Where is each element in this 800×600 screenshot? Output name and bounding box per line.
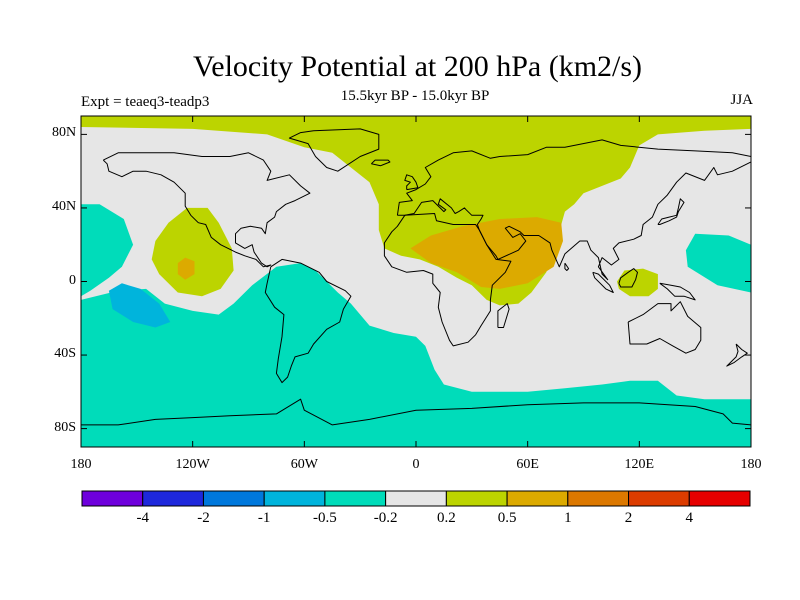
coastline-africa xyxy=(383,213,512,347)
label-bar-bin xyxy=(445,490,508,507)
lon-tick-label: 180 xyxy=(740,457,762,472)
experiment-label: Expt = teaeq3-teadp3 xyxy=(81,94,210,110)
coastline-south-america xyxy=(264,258,352,384)
plot-title: Velocity Potential at 200 hPa (km2/s) xyxy=(192,50,643,83)
contour-region-southern-negative xyxy=(81,263,751,447)
coastline-eurasia xyxy=(396,139,751,281)
contour-region-central-pacific-minimum xyxy=(108,283,171,328)
lon-tick-label: 180 xyxy=(70,457,92,472)
contour-region-eastern-pacific-positive xyxy=(151,207,234,297)
contour-region-eastern-pacific-core xyxy=(177,257,195,280)
coastline-new-zealand xyxy=(726,343,748,367)
lat-tick-label: 40N xyxy=(52,198,77,214)
label-bar-label: -1 xyxy=(257,510,271,526)
coastline-antarctica xyxy=(81,398,751,426)
label-bar-bin xyxy=(142,490,204,507)
lat-tick-label: 0 xyxy=(69,272,76,288)
label-bar-bin xyxy=(81,490,144,507)
label-bar-bin xyxy=(567,490,630,507)
lon-tick-label: 60E xyxy=(516,457,539,472)
label-bar-label: -2 xyxy=(197,510,210,526)
season-label: JJA xyxy=(730,92,753,108)
label-bar-bin xyxy=(202,490,265,507)
coastline-borneo xyxy=(618,268,638,288)
label-bar-label: 0.2 xyxy=(436,510,456,526)
coastline-new-guinea xyxy=(659,282,696,301)
plot-subtitle: 15.5kyr BP - 15.0kyr BP xyxy=(340,88,490,104)
lat-tick-label: 80N xyxy=(52,125,77,141)
label-bar-label: 1 xyxy=(564,510,572,526)
lon-tick-label: 120W xyxy=(175,457,210,472)
coastline-madagascar xyxy=(497,303,510,328)
label-bar-bin xyxy=(506,490,569,507)
lon-tick-label: 0 xyxy=(412,457,420,472)
label-bar-label: 0.5 xyxy=(497,510,517,526)
label-bar-bin xyxy=(628,490,690,507)
label-bar-label: 4 xyxy=(685,510,694,526)
contour-region-maritime-continent-positive xyxy=(617,268,658,297)
lon-tick-label: 60W xyxy=(290,457,318,472)
contour-region-dateline-negative-east xyxy=(685,233,751,293)
contour-region-western-pacific-negative xyxy=(81,204,134,297)
coastline-iceland xyxy=(370,159,391,167)
lat-tick-label: 80S xyxy=(54,419,76,435)
label-bar-bin xyxy=(324,490,387,507)
label-bar-label: -0.5 xyxy=(313,510,337,526)
label-bar-label: -0.2 xyxy=(373,510,398,526)
lat-tick-label: 40S xyxy=(54,346,76,362)
coastline-sumatra xyxy=(592,271,614,293)
coastline-greenland xyxy=(288,128,380,172)
coastline-north-america xyxy=(102,152,311,268)
coastline-australia xyxy=(627,301,702,354)
coastline-great-britain xyxy=(404,174,419,191)
label-bar-label: 2 xyxy=(624,510,633,526)
label-bar-bin xyxy=(263,490,326,507)
label-bar-bin xyxy=(688,490,751,507)
label-bar-bin xyxy=(385,490,447,507)
lon-tick-label: 120E xyxy=(624,457,655,472)
label-bar-label: -4 xyxy=(136,510,149,526)
coastline-sri-lanka xyxy=(564,262,570,271)
coastline-japan xyxy=(657,198,685,225)
